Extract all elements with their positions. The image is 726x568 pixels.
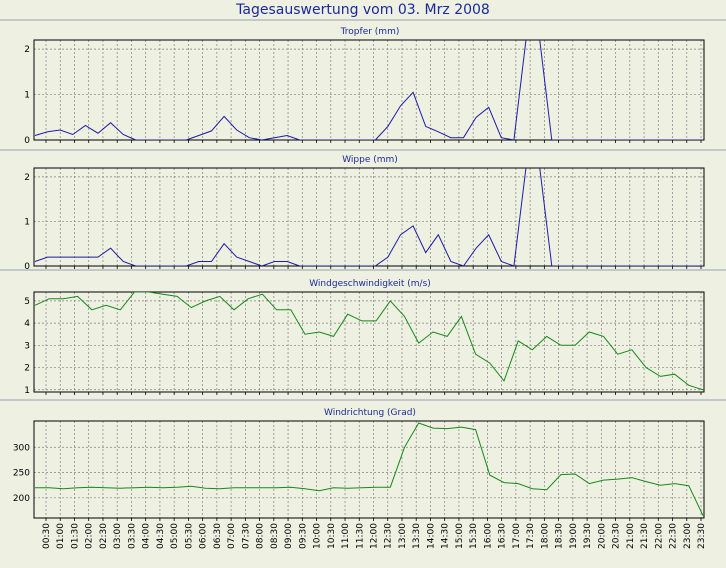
x-tick-label: 00:30 xyxy=(42,523,52,549)
x-tick-label: 07:00 xyxy=(227,523,237,549)
x-tick-label: 19:00 xyxy=(569,523,579,549)
chart-title: Wippe (mm) xyxy=(342,155,398,165)
x-tick-label: 12:00 xyxy=(370,523,380,549)
x-tick-label: 14:30 xyxy=(441,523,451,549)
x-tick-label: 04:30 xyxy=(156,523,166,549)
chart-panel-3: Windgeschwindigkeit (m/s) 1 2 3 4 5 xyxy=(0,269,726,396)
x-tick-label: 16:00 xyxy=(483,523,493,549)
x-tick-label: 17:00 xyxy=(512,523,522,549)
series-line xyxy=(34,40,703,140)
x-tick-label: 15:00 xyxy=(455,523,465,549)
y-tick-label: 2 xyxy=(24,45,30,55)
x-tick-label: 04:00 xyxy=(142,523,152,549)
y-tick-label: 3 xyxy=(24,341,30,351)
plot-frame xyxy=(33,39,705,141)
x-tick-label: 15:30 xyxy=(469,523,479,549)
plot-frame xyxy=(33,420,705,519)
x-tick-label: 23:00 xyxy=(683,523,693,549)
chart-panel-4: Windrichtung (Grad) 200 250 300 xyxy=(0,399,726,521)
x-tick-label: 08:30 xyxy=(270,523,280,549)
x-tick-label: 09:30 xyxy=(298,523,308,549)
series-line xyxy=(34,292,704,391)
x-tick-label: 07:30 xyxy=(241,523,251,549)
chart-panel-2: Wippe (mm) 0 1 2 xyxy=(0,149,726,272)
plot-frame xyxy=(33,291,705,393)
x-tick-label: 14:00 xyxy=(426,523,436,549)
chart-title: Windgeschwindigkeit (m/s) xyxy=(309,279,431,289)
x-tick-label: 10:30 xyxy=(327,523,337,549)
x-tick-label: 13:00 xyxy=(398,523,408,549)
x-tick-label: 22:30 xyxy=(669,523,679,549)
x-tick-label: 19:30 xyxy=(583,523,593,549)
x-tick-label: 02:00 xyxy=(85,523,95,549)
y-tick-label: 0 xyxy=(24,136,30,146)
y-tick-label: 4 xyxy=(24,319,30,329)
y-tick-label: 5 xyxy=(24,297,30,307)
y-tick-label: 2 xyxy=(24,173,30,183)
series-line xyxy=(35,422,704,516)
x-tick-label: 08:00 xyxy=(256,523,266,549)
x-tick-label: 18:00 xyxy=(540,523,550,549)
page-title: Tagesauswertung vom 03. Mrz 2008 xyxy=(235,2,490,18)
y-tick-label: 1 xyxy=(24,91,30,101)
y-tick-label: 200 xyxy=(13,494,30,504)
y-tick-label: 250 xyxy=(13,469,30,479)
x-tick-label: 22:00 xyxy=(654,523,664,549)
y-tick-label: 2 xyxy=(24,364,30,374)
plot-frame xyxy=(33,167,705,267)
chart-title: Tropfer (mm) xyxy=(340,27,400,37)
x-tick-label: 09:00 xyxy=(284,523,294,549)
x-tick-label: 06:30 xyxy=(213,523,223,549)
chart-panel-1: Tropfer (mm) 0 1 2 xyxy=(0,19,726,146)
x-tick-label: 03:30 xyxy=(127,523,137,549)
y-tick-label: 300 xyxy=(13,443,30,453)
x-tick-label: 17:30 xyxy=(526,523,536,549)
x-tick-label: 03:00 xyxy=(113,523,123,549)
x-tick-label: 20:00 xyxy=(597,523,607,549)
x-tick-label: 12:30 xyxy=(384,523,394,549)
x-tick-label: 01:00 xyxy=(56,523,66,549)
x-tick-label: 06:00 xyxy=(199,523,209,549)
x-tick-label: 05:30 xyxy=(184,523,194,549)
x-tick-label: 10:00 xyxy=(313,523,323,549)
x-tick-label: 11:00 xyxy=(341,523,351,549)
x-tick-label: 13:30 xyxy=(412,523,422,549)
x-tick-label: 23:30 xyxy=(697,523,707,549)
x-tick-label: 21:30 xyxy=(640,523,650,549)
chart-title: Windrichtung (Grad) xyxy=(324,408,416,418)
x-tick-label: 20:30 xyxy=(612,523,622,549)
y-tick-label: 0 xyxy=(24,262,30,272)
series-line xyxy=(34,168,703,266)
x-tick-label: 11:30 xyxy=(355,523,365,549)
x-tick-label: 18:30 xyxy=(555,523,565,549)
y-tick-label: 1 xyxy=(24,386,30,396)
x-tick-label: 01:30 xyxy=(70,523,80,549)
y-tick-label: 1 xyxy=(24,217,30,227)
x-tick-label: 16:30 xyxy=(498,523,508,549)
x-tick-label: 05:00 xyxy=(170,523,180,549)
x-tick-label: 02:30 xyxy=(99,523,109,549)
x-tick-label: 21:00 xyxy=(626,523,636,549)
